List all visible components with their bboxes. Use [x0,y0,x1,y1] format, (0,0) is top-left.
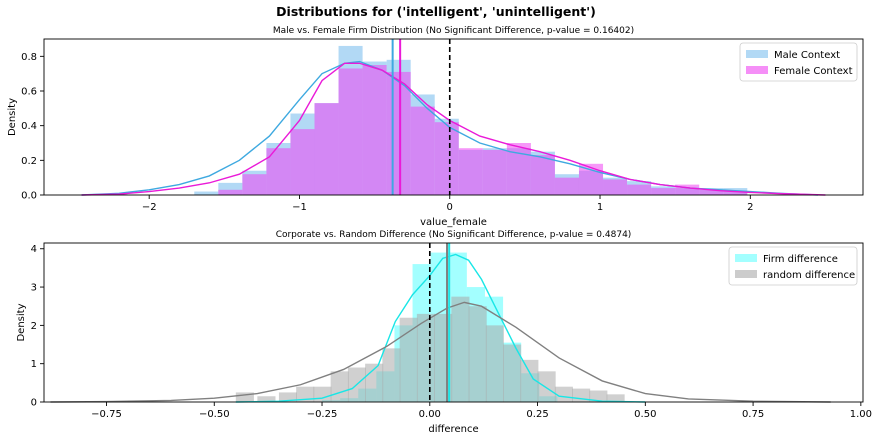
hist-bar [699,189,724,195]
x-tick-label: −0.50 [199,409,230,420]
y-tick-label: 2 [31,321,37,332]
hist-bar [530,155,555,195]
hist-bar [235,392,254,402]
legend-swatch [746,50,768,58]
hist-bar [606,394,625,402]
x-tick-label: −1 [292,202,307,213]
hist-bar [537,371,556,402]
legend-label: Firm difference [763,254,838,265]
hist-bar [416,313,435,402]
hist-bar [554,386,573,402]
x-tick-label: 2 [747,202,753,213]
subplot-title: Male vs. Female Firm Distribution (No Si… [273,26,634,36]
y-tick-label: 0.2 [21,156,37,167]
hist-bar [330,371,349,402]
y-tick-label: 0.8 [21,52,37,63]
y-tick-label: 1 [31,359,37,370]
hist-bar [314,103,339,195]
x-axis-label: value_female [420,217,487,228]
hist-bar [468,306,487,402]
subplot-1: Male Context Female Context [40,38,864,199]
hist-bar [675,184,700,195]
hist-bar [278,392,298,402]
x-axis-label: difference [428,424,478,435]
hist-bar [257,396,276,402]
x-tick-label: 0.00 [419,409,441,420]
hist-bar [338,68,363,195]
hist-bar [506,143,531,195]
hist-bar [627,184,652,195]
x-tick-label: 0.50 [634,409,656,420]
x-tick-label: −0.75 [91,409,122,420]
x-tick-label: 1.00 [850,409,872,420]
x-tick-label: 1 [597,202,603,213]
hist-bar [503,344,522,402]
legend-swatch [735,270,757,278]
x-tick-label: −0.25 [307,409,338,420]
hist-bar [242,174,267,195]
legend-frame [739,42,858,82]
hist-bar [578,163,604,195]
hist-bar [290,129,315,195]
figure-title: Distributions for ('intelligent', 'unint… [276,4,596,19]
axes-frame [43,242,864,403]
x-tick-label: 0.75 [742,409,764,420]
subplot-2: Firm difference random difference [40,242,864,406]
hist-bar [218,189,243,195]
y-tick-label: 0.4 [21,121,37,132]
hist-series-2 [235,296,625,402]
hist-bar [651,188,676,195]
hist-bar [451,296,470,402]
hist-bar [194,191,219,195]
hist-bar [520,359,539,402]
legend-label: Female Context [774,66,853,77]
y-axis-label: Density [16,303,27,341]
legend-frame [728,246,858,286]
hist-bar [410,106,435,195]
y-tick-label: 3 [31,283,37,294]
hist-bar [482,149,507,195]
x-tick-label: −2 [142,202,157,213]
hist-bar [386,71,411,195]
hist-bar [458,148,483,195]
y-tick-label: 0 [31,398,37,409]
hist-bar [434,122,459,195]
legend-swatch [735,254,757,262]
hist-series-2 [218,65,748,195]
y-axis-label: Density [7,98,18,136]
hist-bar [589,390,608,402]
hist-bar [554,177,579,195]
hist-bar [723,191,748,195]
legend-swatch [746,66,768,74]
x-tick-label: 0.25 [526,409,548,420]
axes-frame [43,38,864,196]
legend: Male Context Female Context [739,42,858,82]
hist-bar [603,179,628,195]
y-tick-label: 0.6 [21,87,37,98]
kde-line-2 [81,62,826,196]
legend-label: random difference [763,270,855,281]
hist-bar [313,386,332,402]
legend: Firm difference random difference [728,246,858,286]
y-tick-label: 4 [31,244,37,255]
hist-bar [296,386,315,402]
subplot-title: Corporate vs. Random Difference (No Sign… [276,230,632,240]
hist-bar [485,325,504,402]
hist-bar [362,65,387,195]
x-tick-label: 0 [447,202,453,213]
y-tick-label: 0.0 [21,191,37,202]
legend-label: Male Context [774,50,840,61]
hist-bar [382,348,401,402]
hist-bar [399,317,418,402]
